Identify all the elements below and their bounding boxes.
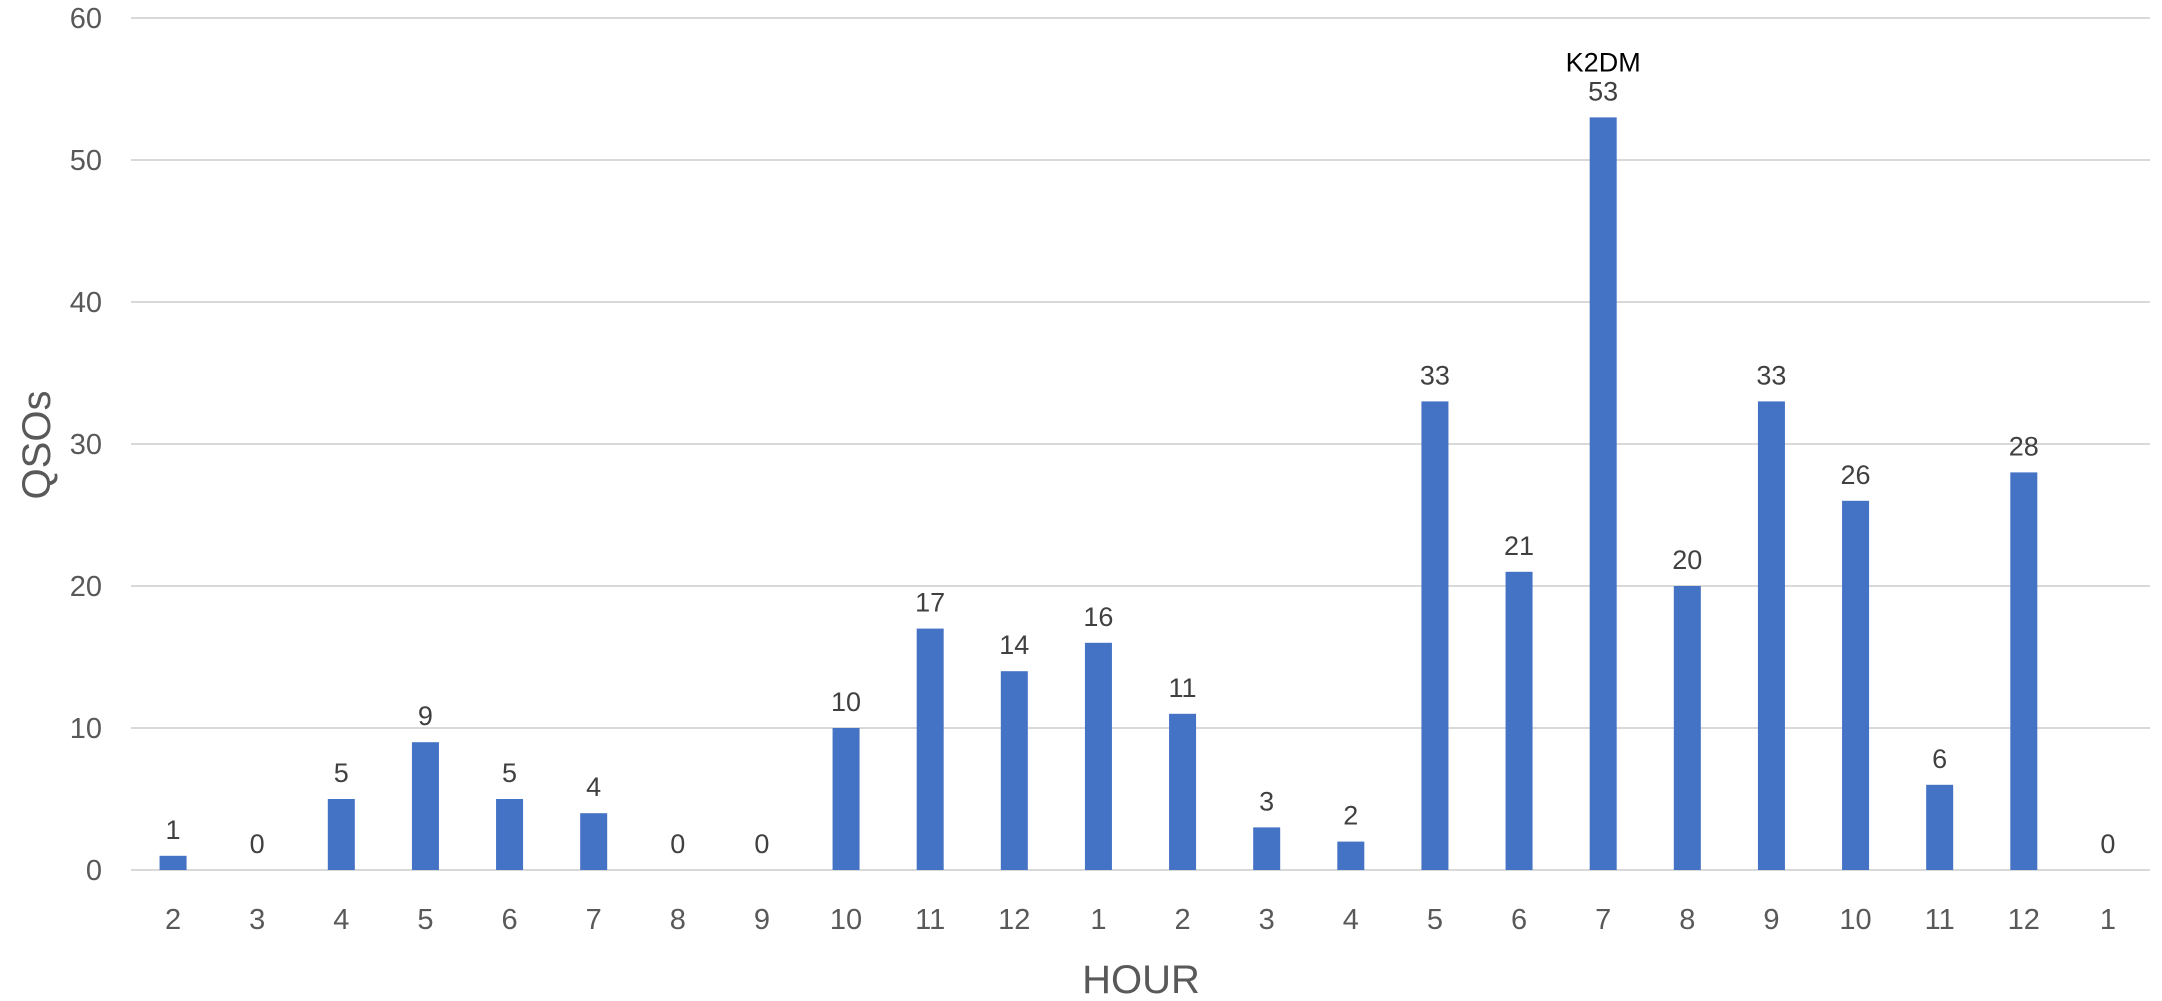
data-label: 21 xyxy=(1504,531,1534,561)
x-axis-title: HOUR xyxy=(1082,958,1200,1001)
data-label: 53 xyxy=(1588,76,1618,106)
data-label: 10 xyxy=(831,687,861,717)
data-label: 5 xyxy=(334,758,349,788)
x-tick-label: 2 xyxy=(1174,904,1190,936)
x-axis-ticks: 2 3 4 5 6 7 8 9 10 11 12 1 2 3 4 5 6 7 8 9 10 11 12 1 xyxy=(165,904,2116,936)
bar xyxy=(1842,500,1870,870)
bar xyxy=(1589,117,1617,870)
x-tick-label: 8 xyxy=(670,904,686,936)
x-tick-label: 4 xyxy=(333,904,349,936)
annotation-label: K2DM xyxy=(1566,47,1641,77)
data-label: 2 xyxy=(1343,801,1358,831)
bar xyxy=(916,628,944,870)
y-tick-label: 50 xyxy=(70,145,102,177)
x-tick-label: 8 xyxy=(1679,904,1695,936)
x-tick-label: 3 xyxy=(1259,904,1275,936)
bar xyxy=(1673,586,1701,870)
data-label: 0 xyxy=(670,829,685,859)
y-axis-ticks: 0 10 20 30 40 50 60 xyxy=(70,3,102,887)
data-label: 0 xyxy=(2100,829,2115,859)
x-tick-label: 12 xyxy=(2008,904,2040,936)
bar xyxy=(327,799,355,870)
data-label: 0 xyxy=(250,829,265,859)
x-tick-label: 5 xyxy=(417,904,433,936)
bar xyxy=(580,813,608,870)
data-label: 28 xyxy=(2009,431,2039,461)
bar xyxy=(1926,784,1954,870)
x-tick-label: 10 xyxy=(830,904,862,936)
x-tick-label: 10 xyxy=(1839,904,1871,936)
data-label: 3 xyxy=(1259,786,1274,816)
data-label: 33 xyxy=(1756,360,1786,390)
bar xyxy=(832,728,860,870)
x-tick-label: 2 xyxy=(165,904,181,936)
y-tick-label: 30 xyxy=(70,429,102,461)
x-tick-label: 5 xyxy=(1427,904,1443,936)
bar xyxy=(2010,472,2038,870)
x-tick-label: 6 xyxy=(1511,904,1527,936)
data-label: 1 xyxy=(166,815,181,845)
data-label: 9 xyxy=(418,701,433,731)
x-tick-label: 7 xyxy=(1595,904,1611,936)
bars xyxy=(159,117,2038,870)
x-tick-label: 1 xyxy=(1090,904,1106,936)
x-tick-label: 12 xyxy=(998,904,1030,936)
data-label: 17 xyxy=(915,588,945,618)
bar xyxy=(411,742,439,870)
x-tick-label: 7 xyxy=(586,904,602,936)
data-label: 11 xyxy=(1169,673,1197,703)
data-label: 16 xyxy=(1083,602,1113,632)
data-label: 20 xyxy=(1672,545,1702,575)
data-label: 0 xyxy=(754,829,769,859)
y-tick-label: 10 xyxy=(70,713,102,745)
bar xyxy=(1169,713,1197,870)
bar xyxy=(1000,671,1028,870)
y-axis-title: QSOs xyxy=(15,391,59,500)
x-tick-label: 3 xyxy=(249,904,265,936)
bar xyxy=(159,855,187,870)
gridlines xyxy=(131,17,2150,871)
x-tick-label: 11 xyxy=(915,904,945,936)
data-label: 5 xyxy=(502,758,517,788)
x-tick-label: 11 xyxy=(1925,904,1955,936)
bar xyxy=(1757,401,1785,870)
bar xyxy=(496,799,524,870)
x-tick-label: 9 xyxy=(754,904,770,936)
bar xyxy=(1421,401,1449,870)
data-label: 14 xyxy=(999,630,1029,660)
x-tick-label: 1 xyxy=(2100,904,2116,936)
x-tick-label: 4 xyxy=(1343,904,1359,936)
data-label: 26 xyxy=(1841,460,1871,490)
data-label: 6 xyxy=(1932,744,1947,774)
bar xyxy=(1084,642,1112,870)
x-tick-label: 6 xyxy=(501,904,517,936)
y-tick-label: 20 xyxy=(70,571,102,603)
y-tick-label: 60 xyxy=(70,3,102,35)
bar xyxy=(1253,827,1281,870)
y-tick-label: 40 xyxy=(70,287,102,319)
y-tick-label: 0 xyxy=(86,855,102,887)
data-label: 4 xyxy=(586,772,601,802)
x-tick-label: 9 xyxy=(1763,904,1779,936)
bar xyxy=(1337,841,1365,870)
data-label: 33 xyxy=(1420,360,1450,390)
bar xyxy=(1505,571,1533,870)
